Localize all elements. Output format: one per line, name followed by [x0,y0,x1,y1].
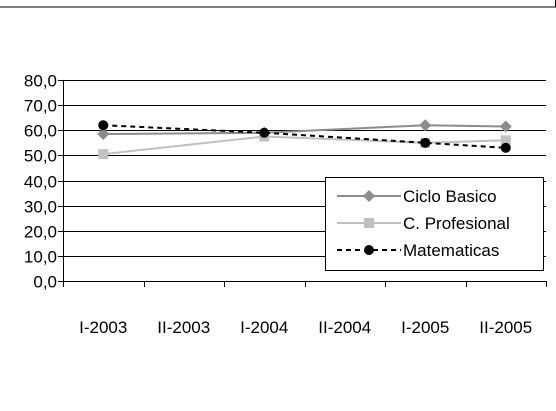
data-point [419,119,432,132]
y-tick-labels: 0,0 10,0 20,0 30,0 40,0 50,0 60,0 70,0 80,0 [24,72,57,292]
series-layer [97,119,512,160]
y-tick-label: 10,0 [24,248,57,267]
series-ciclo-basico [97,119,512,141]
y-tick-label: 0,0 [33,273,57,292]
y-tick-label: 20,0 [24,223,57,242]
y-tick-label: 30,0 [24,198,57,217]
legend-item: Matematicas [337,241,499,260]
data-point [98,149,109,160]
x-tick-label: II-2004 [318,318,371,337]
legend-swatch-marker [364,245,374,255]
x-tick-label: I-2003 [79,318,127,337]
legend-item: Ciclo Basico [337,187,497,206]
series-line [103,135,506,156]
legend-item: C. Profesional [337,214,510,233]
y-tick-label: 80,0 [24,72,57,91]
data-point [420,137,431,148]
legend-swatch-marker [363,190,375,202]
legend-label: C. Profesional [403,214,510,233]
data-point [500,142,511,153]
y-tick-label: 70,0 [24,97,57,116]
x-tick-label: II-2003 [157,318,210,337]
legend-label: Ciclo Basico [403,187,497,206]
data-point [259,127,270,138]
data-point [499,120,512,133]
data-point [98,120,109,131]
x-tick-label: II-2005 [479,318,532,337]
y-tick-label: 50,0 [24,147,57,166]
legend: Ciclo Basico C. Profesional Matematicas [325,177,544,271]
x-tick-label: I-2005 [401,318,449,337]
legend-swatch-marker [364,218,374,228]
legend-label: Matematicas [403,241,499,260]
data-point [500,135,511,146]
series-matematicas [98,120,511,153]
gridlines [63,80,546,257]
x-tick-label: I-2004 [240,318,288,337]
x-tick-labels: I-2003 II-2003 I-2004 II-2004 I-2005 II-2005 [79,318,532,337]
series-line [103,124,506,136]
y-tick-label: 60,0 [24,122,57,141]
y-tick-label: 40,0 [24,173,57,192]
series-line [103,124,506,149]
data-point [97,128,110,141]
axes [58,80,547,287]
